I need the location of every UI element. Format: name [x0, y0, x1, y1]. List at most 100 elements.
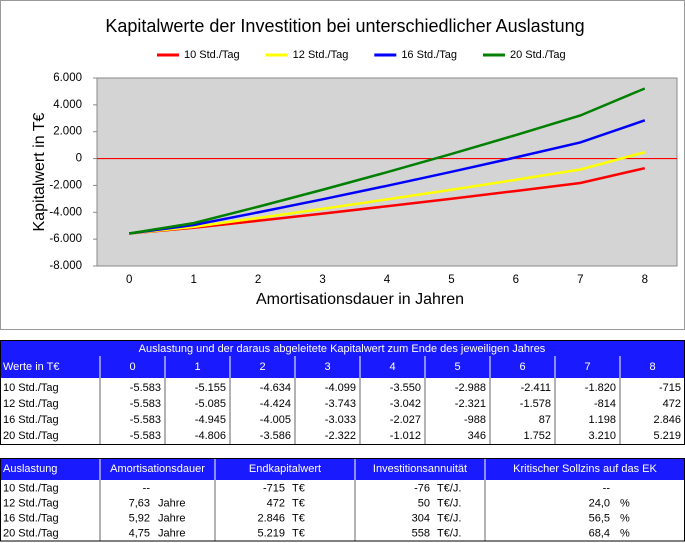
table-header: 8: [649, 361, 655, 373]
table-cell: -2.411: [521, 382, 551, 394]
table-caption: Auslastung und der daraus abgeleitete Ka…: [139, 343, 546, 355]
table-cell: -1.012: [390, 430, 421, 442]
y-tick-label: 4.000: [53, 99, 82, 111]
table-header: 5: [454, 361, 460, 373]
table-cell: -2.988: [455, 382, 486, 394]
series-line: [129, 87, 646, 235]
table-header: 7: [584, 361, 590, 373]
legend-label: 16 Std./Tag: [401, 49, 457, 61]
series-line: [129, 119, 646, 235]
table-cell: -4.099: [325, 382, 356, 394]
table-cell: 558: [412, 527, 430, 539]
table-cell: 16 Std./Tag: [3, 512, 59, 524]
table-cell: T€/J.: [437, 512, 461, 524]
x-tick-label: 2: [255, 274, 261, 286]
table-cell: -2.322: [325, 430, 356, 442]
table-cell: 10 Std./Tag: [3, 482, 59, 494]
table-cell: -5.583: [130, 398, 161, 410]
x-axis-title: Amortisationsdauer in Jahren: [256, 291, 464, 308]
row-label: 20 Std./Tag: [3, 430, 59, 442]
y-tick-label: 0: [76, 153, 82, 165]
table-cell: 4,75: [129, 527, 150, 539]
table-cell: 3.210: [588, 430, 616, 442]
table-cell: -814: [594, 398, 616, 410]
table-cell: T€/J.: [437, 527, 461, 539]
table-cell: -3.550: [390, 382, 421, 394]
table-cell: T€: [292, 482, 305, 494]
table-cell: 87: [539, 414, 551, 426]
table-cell: -3.743: [325, 398, 356, 410]
y-tick-label: 2.000: [53, 126, 82, 138]
legend-label: 12 Std./Tag: [293, 49, 349, 61]
table-header: Amortisationsdauer: [110, 463, 205, 475]
table-cell: -4.806: [195, 430, 226, 442]
table-cell: Jahre: [158, 512, 186, 524]
series-line: [129, 166, 646, 235]
table-cell: %: [620, 497, 630, 509]
table-cell: -4.945: [195, 414, 226, 426]
table-caption-bg: [0, 340, 685, 378]
table-cell: -5.583: [130, 382, 161, 394]
table-header: 6: [519, 361, 525, 373]
table-header: 1: [194, 361, 200, 373]
y-tick-label: -2.000: [49, 179, 82, 191]
table-cell: 12 Std./Tag: [3, 497, 59, 509]
table-cell: %: [620, 527, 630, 539]
table-cell: T€/J.: [437, 497, 461, 509]
table-cell: 5.219: [257, 527, 285, 539]
table-cell: --: [143, 482, 151, 494]
table-header: 4: [389, 361, 395, 373]
table-cell: 56,5: [589, 512, 610, 524]
x-tick-label: 0: [126, 274, 132, 286]
table-cell: 1.752: [523, 430, 551, 442]
series-line: [129, 151, 646, 235]
x-tick-label: 6: [513, 274, 519, 286]
x-tick-label: 5: [448, 274, 454, 286]
x-tick-label: 3: [319, 274, 325, 286]
table-cell: T€: [292, 527, 305, 539]
table-cell: -5.155: [195, 382, 226, 394]
y-axis-title: Kapitalwert in T€: [31, 112, 48, 231]
table-cell: -3.042: [390, 398, 421, 410]
y-tick-label: -8.000: [49, 260, 82, 272]
table-cell: -1.820: [585, 382, 616, 394]
table-cell: -3.586: [260, 430, 291, 442]
table-cell: -4.424: [260, 398, 291, 410]
legend-label: 20 Std./Tag: [510, 49, 566, 61]
table-header: Endkapitalwert: [249, 463, 321, 475]
table-header: 3: [324, 361, 330, 373]
table-cell: -2.321: [455, 398, 486, 410]
table-cell: -5.085: [195, 398, 226, 410]
y-tick-label: -4.000: [49, 206, 82, 218]
table-cell: 472: [267, 497, 285, 509]
table-cell: -4.005: [260, 414, 291, 426]
table-cell: -4.634: [260, 382, 291, 394]
y-tick-label: -6.000: [49, 233, 82, 245]
x-tick-label: 1: [190, 274, 196, 286]
table-cell: -2.027: [390, 414, 421, 426]
table-header: Werte in T€: [3, 361, 59, 373]
table-cell: -3.033: [325, 414, 356, 426]
table-cell: 1.198: [588, 414, 616, 426]
table-cell: -1.578: [520, 398, 551, 410]
table-cell: T€: [292, 497, 305, 509]
x-tick-label: 7: [577, 274, 583, 286]
table-cell: 7,63: [129, 497, 150, 509]
table-cell: -715: [263, 482, 285, 494]
table-cell: 472: [663, 398, 681, 410]
table-cell: Jahre: [158, 527, 186, 539]
table-cell: --: [603, 482, 611, 494]
table-cell: T€/J.: [437, 482, 461, 494]
table-cell: 5.219: [653, 430, 681, 442]
table-cell: -5.583: [130, 414, 161, 426]
table-cell: 346: [468, 430, 486, 442]
table-cell: 68,4: [589, 527, 610, 539]
x-tick-label: 4: [384, 274, 391, 286]
table-cell: Jahre: [158, 497, 186, 509]
table-cell: 2.846: [653, 414, 681, 426]
table-header: 2: [259, 361, 265, 373]
row-label: 16 Std./Tag: [3, 414, 59, 426]
y-tick-label: 6.000: [53, 72, 82, 84]
table-cell: 24,0: [589, 497, 610, 509]
table-cell: 20 Std./Tag: [3, 527, 59, 539]
